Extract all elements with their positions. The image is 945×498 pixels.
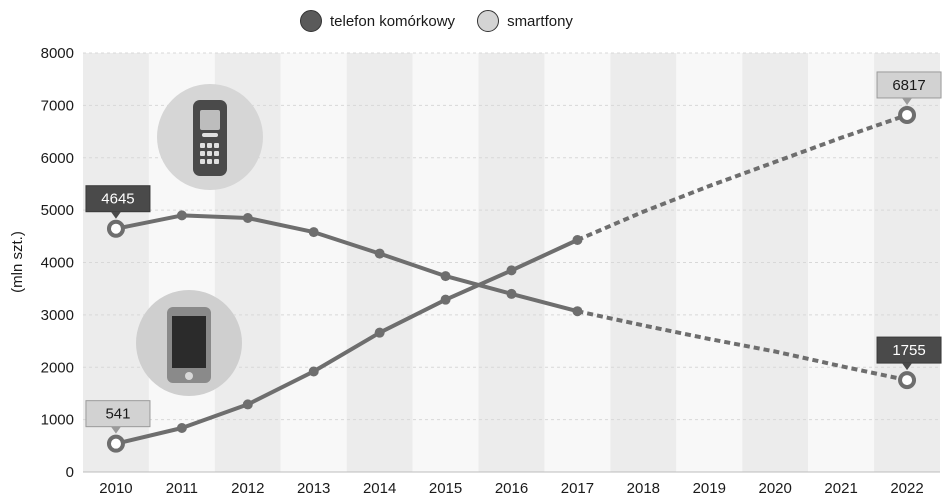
legend-label-feature-phone: telefon komórkowy bbox=[330, 12, 456, 30]
y-tick-label: 4000 bbox=[41, 255, 74, 272]
series-lines bbox=[115, 113, 908, 446]
legend-swatch-feature-phone bbox=[300, 10, 322, 32]
data-point bbox=[242, 399, 253, 410]
value-callout-pointer bbox=[110, 211, 121, 219]
x-tick-label: 2019 bbox=[693, 480, 726, 497]
data-point bbox=[374, 327, 385, 338]
legend-swatch-smartphone bbox=[477, 10, 500, 32]
feature-phone-screen bbox=[200, 110, 220, 130]
x-tick-label: 2021 bbox=[824, 480, 857, 497]
value-callout-box bbox=[85, 185, 151, 213]
feature-phone-key bbox=[200, 159, 205, 164]
x-tick-label: 2013 bbox=[297, 480, 330, 497]
x-tick-label: 2018 bbox=[627, 480, 660, 497]
value-callout-label: 1755 bbox=[892, 342, 925, 359]
value-callout-box bbox=[876, 336, 942, 364]
data-point bbox=[440, 294, 451, 305]
feature-phone-key bbox=[207, 159, 212, 164]
y-tick-label: 8000 bbox=[41, 45, 74, 62]
feature-phone-nav bbox=[202, 133, 218, 137]
chart-legend: telefon komórkowy smartfony bbox=[300, 6, 573, 36]
gridlines bbox=[83, 52, 940, 473]
data-point bbox=[308, 366, 319, 377]
x-tick-label: 2022 bbox=[890, 480, 923, 497]
series-icons bbox=[136, 84, 263, 396]
x-tick-label: 2011 bbox=[166, 480, 198, 497]
endpoint-marker bbox=[106, 219, 125, 238]
endpoint-marker bbox=[898, 371, 917, 390]
data-points bbox=[106, 105, 917, 453]
y-tick-label: 0 bbox=[66, 464, 74, 481]
smartphone-icon bbox=[136, 290, 242, 396]
value-callout: 6817 bbox=[876, 71, 942, 105]
value-callout-label: 541 bbox=[105, 406, 130, 423]
data-point bbox=[176, 210, 187, 221]
value-callout: 4645 bbox=[85, 185, 151, 219]
data-point bbox=[572, 306, 583, 317]
feature-phone-key bbox=[200, 151, 205, 156]
legend-item-feature-phone: telefon komórkowy bbox=[300, 10, 455, 32]
data-point bbox=[572, 234, 583, 245]
legend-label-smartphone: smartfony bbox=[507, 12, 573, 30]
feature-phone-key bbox=[214, 159, 219, 164]
value-callout-pointer bbox=[110, 426, 121, 434]
data-point bbox=[242, 212, 253, 223]
value-callout: 541 bbox=[85, 400, 151, 434]
x-tick-label: 2015 bbox=[429, 480, 462, 497]
data-point bbox=[506, 265, 517, 276]
smartphone-screen bbox=[172, 316, 206, 368]
y-axis: 0 1000 2000 3000 4000 5000 6000 7000 8000 bbox=[41, 45, 74, 481]
x-tick-label: 2012 bbox=[231, 480, 264, 497]
feature-phone-key bbox=[214, 143, 219, 148]
feature-phone-key bbox=[207, 151, 212, 156]
y-tick-label: 5000 bbox=[41, 202, 74, 219]
feature-phone-key bbox=[207, 143, 212, 148]
feature-phone-key bbox=[214, 151, 219, 156]
feature-phone-key bbox=[200, 143, 205, 148]
y-tick-label: 3000 bbox=[41, 307, 74, 324]
data-point bbox=[374, 248, 385, 259]
series-line-projected-0 bbox=[576, 309, 908, 383]
data-point bbox=[176, 423, 187, 434]
x-tick-label: 2017 bbox=[561, 480, 594, 497]
value-callouts: 4645 1755 541 6817 bbox=[85, 71, 942, 434]
smartphone-home-button bbox=[185, 372, 193, 380]
data-point bbox=[440, 271, 451, 282]
data-point bbox=[308, 227, 319, 238]
y-tick-label: 7000 bbox=[41, 97, 74, 114]
value-callout-pointer bbox=[902, 97, 913, 105]
value-callout-box bbox=[85, 400, 151, 428]
data-point bbox=[506, 288, 517, 299]
x-tick-label: 2020 bbox=[759, 480, 792, 497]
value-callout-label: 6817 bbox=[892, 77, 925, 94]
y-axis-label: (mln szt.) bbox=[9, 231, 26, 293]
series-line-projected-1 bbox=[576, 113, 908, 242]
series-line-actual-1 bbox=[115, 238, 579, 446]
x-axis: 2010 2011 2012 2013 2014 2015 2016 2017 2018 2019… bbox=[83, 471, 940, 497]
endpoint-marker bbox=[106, 434, 125, 453]
x-tick-label: 2016 bbox=[495, 480, 528, 497]
value-callout-pointer bbox=[902, 363, 913, 371]
y-tick-label: 1000 bbox=[41, 412, 74, 429]
value-callout: 1755 bbox=[876, 336, 942, 371]
x-tick-label: 2010 bbox=[99, 480, 132, 497]
y-tick-label: 6000 bbox=[41, 150, 74, 167]
feature-phone-icon bbox=[157, 84, 263, 190]
endpoint-marker bbox=[898, 105, 917, 124]
legend-item-smartphone: smartfony bbox=[477, 10, 573, 32]
value-callout-label: 4645 bbox=[101, 191, 134, 208]
x-tick-label: 2014 bbox=[363, 480, 396, 497]
y-tick-label: 2000 bbox=[41, 359, 74, 376]
series-line-actual-0 bbox=[115, 213, 578, 314]
